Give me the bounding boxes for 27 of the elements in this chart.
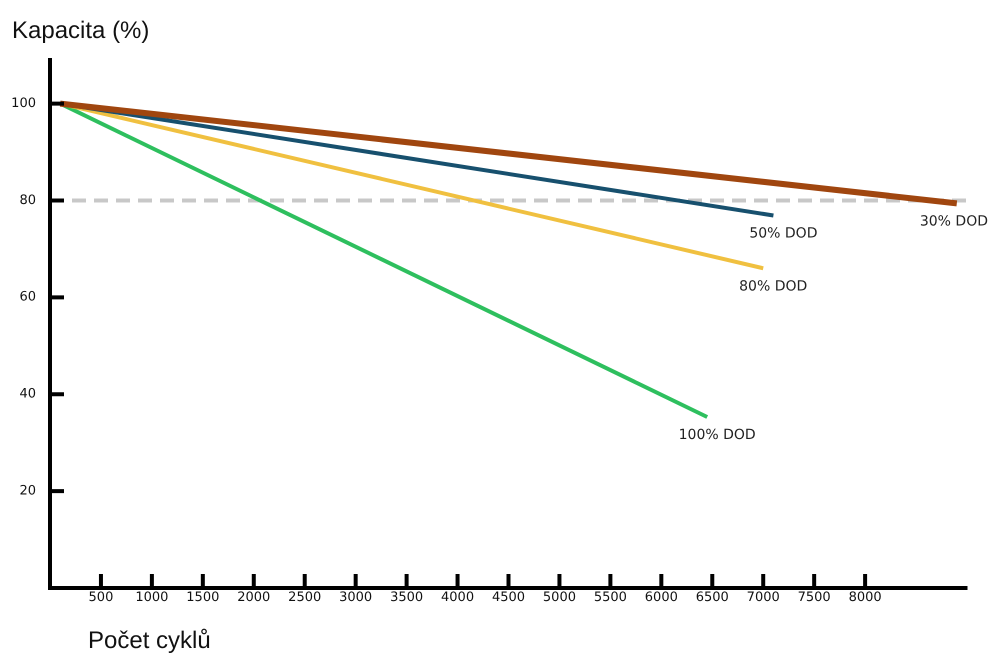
- series-label: 30% DOD: [920, 213, 988, 230]
- x-tick-label: 2500: [288, 590, 322, 606]
- x-tick-label: 7000: [746, 590, 780, 606]
- x-tick-label: 8000: [848, 590, 882, 606]
- y-tick-label: 40: [19, 386, 36, 402]
- y-axis-title: Kapacita (%): [12, 17, 150, 44]
- series-label: 100% DOD: [678, 427, 756, 444]
- x-tick-label: 3000: [339, 590, 372, 606]
- series-label: 80% DOD: [739, 278, 808, 294]
- x-tick-label: 5500: [594, 590, 627, 606]
- x-axis-title: Počet cyklů: [88, 627, 211, 654]
- x-tick-label: 6000: [644, 590, 678, 606]
- y-tick-label: 100: [11, 96, 36, 111]
- y-tick-label: 60: [19, 290, 36, 305]
- y-tick-label: 80: [19, 192, 36, 208]
- x-tick-label: 4500: [492, 590, 526, 606]
- x-tick-label: 7500: [798, 590, 831, 606]
- x-tick-label: 500: [88, 590, 114, 606]
- x-tick-label: 4000: [441, 590, 474, 606]
- y-tick-label: 20: [19, 483, 36, 498]
- x-tick-label: 5000: [542, 590, 576, 606]
- x-tick-label: 2000: [237, 590, 270, 606]
- x-tick-label: 6500: [696, 590, 729, 606]
- series-label: 50% DOD: [749, 225, 818, 242]
- x-tick-label: 1000: [135, 590, 168, 606]
- x-tick-label: 1500: [186, 590, 220, 606]
- x-tick-label: 3500: [390, 590, 424, 606]
